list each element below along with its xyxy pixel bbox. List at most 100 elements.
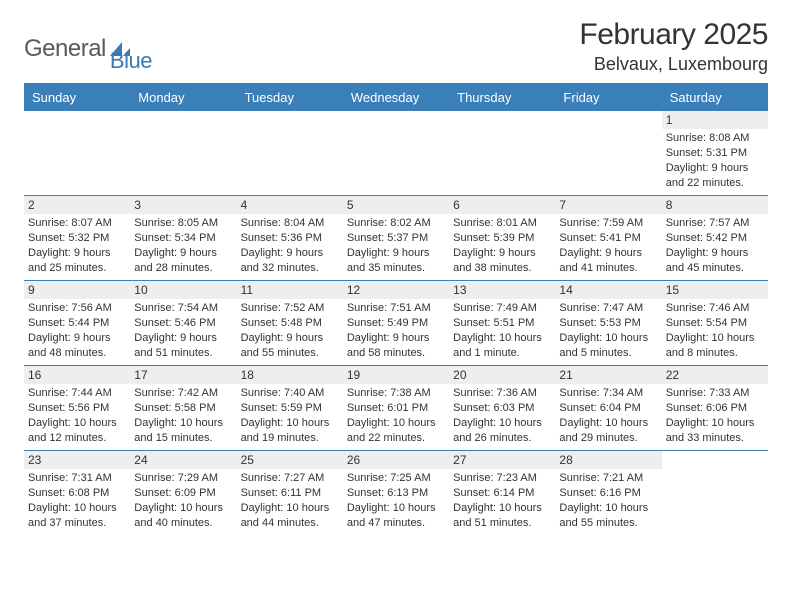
day-cell: 18Sunrise: 7:40 AMSunset: 5:59 PMDayligh… xyxy=(237,366,343,450)
day-sunset: Sunset: 5:51 PM xyxy=(453,316,551,331)
day-number: 12 xyxy=(343,281,449,299)
day-cell: 15Sunrise: 7:46 AMSunset: 5:54 PMDayligh… xyxy=(662,281,768,365)
day-sunset: Sunset: 5:31 PM xyxy=(666,146,764,161)
weekday-sunday: Sunday xyxy=(24,85,130,110)
day-cell: 22Sunrise: 7:33 AMSunset: 6:06 PMDayligh… xyxy=(662,366,768,450)
day-sunrise: Sunrise: 7:49 AM xyxy=(453,301,551,316)
day-body: Sunrise: 7:40 AMSunset: 5:59 PMDaylight:… xyxy=(237,384,343,449)
weekday-thursday: Thursday xyxy=(449,85,555,110)
day-body: Sunrise: 7:31 AMSunset: 6:08 PMDaylight:… xyxy=(24,469,130,534)
day-body: Sunrise: 7:27 AMSunset: 6:11 PMDaylight:… xyxy=(237,469,343,534)
day-number: 6 xyxy=(449,196,555,214)
day-cell: 12Sunrise: 7:51 AMSunset: 5:49 PMDayligh… xyxy=(343,281,449,365)
day-sunset: Sunset: 5:41 PM xyxy=(559,231,657,246)
day-sunset: Sunset: 6:16 PM xyxy=(559,486,657,501)
day-sunrise: Sunrise: 7:38 AM xyxy=(347,386,445,401)
day-cell: 7Sunrise: 7:59 AMSunset: 5:41 PMDaylight… xyxy=(555,196,661,280)
day-sunset: Sunset: 5:34 PM xyxy=(134,231,232,246)
day-sunset: Sunset: 6:04 PM xyxy=(559,401,657,416)
day-day1: Daylight: 9 hours xyxy=(666,161,764,176)
day-number: 21 xyxy=(555,366,661,384)
day-number: 10 xyxy=(130,281,236,299)
day-sunrise: Sunrise: 7:57 AM xyxy=(666,216,764,231)
day-cell: 6Sunrise: 8:01 AMSunset: 5:39 PMDaylight… xyxy=(449,196,555,280)
day-number: 8 xyxy=(662,196,768,214)
day-number: 25 xyxy=(237,451,343,469)
day-cell: 1 Sunrise: 8:08 AMSunset: 5:31 PMDaylight… xyxy=(662,111,768,195)
day-body: Sunrise: 7:25 AMSunset: 6:13 PMDaylight:… xyxy=(343,469,449,534)
weekday-saturday: Saturday xyxy=(662,85,768,110)
day-body: Sunrise: 7:34 AMSunset: 6:04 PMDaylight:… xyxy=(555,384,661,449)
day-number: 1 xyxy=(662,111,768,129)
day-day2: and 1 minute. xyxy=(453,346,551,361)
day-number: 24 xyxy=(130,451,236,469)
day-day1: Daylight: 10 hours xyxy=(28,501,126,516)
day-day2: and 26 minutes. xyxy=(453,431,551,446)
day-body: Sunrise: 8:01 AMSunset: 5:39 PMDaylight:… xyxy=(449,214,555,279)
day-sunrise: Sunrise: 7:25 AM xyxy=(347,471,445,486)
day-sunset: Sunset: 6:03 PM xyxy=(453,401,551,416)
day-body: Sunrise: 7:42 AMSunset: 5:58 PMDaylight:… xyxy=(130,384,236,449)
day-sunrise: Sunrise: 7:46 AM xyxy=(666,301,764,316)
day-cell xyxy=(343,111,449,195)
day-cell xyxy=(555,111,661,195)
day-day2: and 12 minutes. xyxy=(28,431,126,446)
day-day2: and 51 minutes. xyxy=(453,516,551,531)
day-sunrise: Sunrise: 7:29 AM xyxy=(134,471,232,486)
day-body: Sunrise: 7:54 AMSunset: 5:46 PMDaylight:… xyxy=(130,299,236,364)
day-cell xyxy=(237,111,343,195)
day-day1: Daylight: 10 hours xyxy=(134,501,232,516)
day-cell xyxy=(130,111,236,195)
day-sunset: Sunset: 5:37 PM xyxy=(347,231,445,246)
day-day1: Daylight: 9 hours xyxy=(134,331,232,346)
day-sunrise: Sunrise: 7:40 AM xyxy=(241,386,339,401)
day-sunset: Sunset: 5:49 PM xyxy=(347,316,445,331)
day-sunrise: Sunrise: 8:08 AM xyxy=(666,131,764,146)
day-sunrise: Sunrise: 7:33 AM xyxy=(666,386,764,401)
day-body: Sunrise: 8:04 AMSunset: 5:36 PMDaylight:… xyxy=(237,214,343,279)
day-day1: Daylight: 9 hours xyxy=(241,331,339,346)
day-day2: and 22 minutes. xyxy=(666,176,764,191)
day-sunrise: Sunrise: 8:04 AM xyxy=(241,216,339,231)
day-day1: Daylight: 9 hours xyxy=(666,246,764,261)
day-number: 19 xyxy=(343,366,449,384)
month-title: February 2025 xyxy=(579,18,768,52)
day-cell: 4Sunrise: 8:04 AMSunset: 5:36 PMDaylight… xyxy=(237,196,343,280)
day-day2: and 8 minutes. xyxy=(666,346,764,361)
day-sunset: Sunset: 5:54 PM xyxy=(666,316,764,331)
day-body: Sunrise: 7:23 AMSunset: 6:14 PMDaylight:… xyxy=(449,469,555,534)
weekday-tuesday: Tuesday xyxy=(237,85,343,110)
day-body: Sunrise: 8:05 AMSunset: 5:34 PMDaylight:… xyxy=(130,214,236,279)
day-day1: Daylight: 10 hours xyxy=(666,331,764,346)
day-day1: Daylight: 9 hours xyxy=(28,331,126,346)
day-day2: and 44 minutes. xyxy=(241,516,339,531)
day-cell: 17Sunrise: 7:42 AMSunset: 5:58 PMDayligh… xyxy=(130,366,236,450)
day-sunset: Sunset: 5:42 PM xyxy=(666,231,764,246)
day-cell: 27Sunrise: 7:23 AMSunset: 6:14 PMDayligh… xyxy=(449,451,555,535)
day-sunset: Sunset: 6:01 PM xyxy=(347,401,445,416)
day-sunrise: Sunrise: 7:47 AM xyxy=(559,301,657,316)
day-cell: 5Sunrise: 8:02 AMSunset: 5:37 PMDaylight… xyxy=(343,196,449,280)
day-number: 4 xyxy=(237,196,343,214)
day-number: 7 xyxy=(555,196,661,214)
day-number: 16 xyxy=(24,366,130,384)
day-sunrise: Sunrise: 7:42 AM xyxy=(134,386,232,401)
calendar: Sunday Monday Tuesday Wednesday Thursday… xyxy=(24,83,768,535)
day-cell: 28Sunrise: 7:21 AMSunset: 6:16 PMDayligh… xyxy=(555,451,661,535)
day-sunset: Sunset: 5:59 PM xyxy=(241,401,339,416)
day-day2: and 55 minutes. xyxy=(241,346,339,361)
day-sunrise: Sunrise: 8:01 AM xyxy=(453,216,551,231)
week-row: 2Sunrise: 8:07 AMSunset: 5:32 PMDaylight… xyxy=(24,195,768,280)
day-sunrise: Sunrise: 8:02 AM xyxy=(347,216,445,231)
day-number: 13 xyxy=(449,281,555,299)
day-body: Sunrise: 7:29 AMSunset: 6:09 PMDaylight:… xyxy=(130,469,236,534)
day-sunrise: Sunrise: 7:27 AM xyxy=(241,471,339,486)
day-day2: and 41 minutes. xyxy=(559,261,657,276)
day-day2: and 55 minutes. xyxy=(559,516,657,531)
day-day1: Daylight: 9 hours xyxy=(347,246,445,261)
day-sunrise: Sunrise: 7:59 AM xyxy=(559,216,657,231)
day-day1: Daylight: 10 hours xyxy=(453,501,551,516)
day-day2: and 45 minutes. xyxy=(666,261,764,276)
day-sunrise: Sunrise: 7:54 AM xyxy=(134,301,232,316)
day-day1: Daylight: 10 hours xyxy=(666,416,764,431)
